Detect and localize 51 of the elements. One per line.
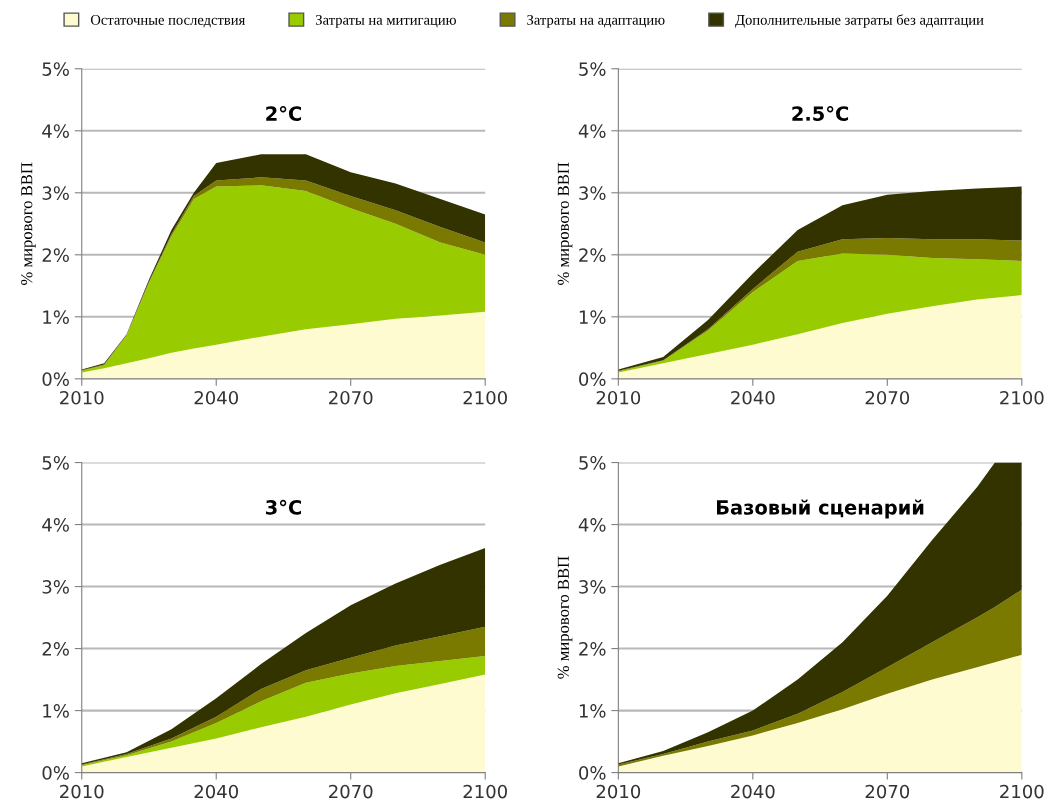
x-tick-label: 2100 <box>1000 390 1044 405</box>
x-tick-label: 2010 <box>60 784 104 799</box>
y-tick-label: 3% <box>42 186 69 200</box>
x-tick-label: 2100 <box>463 390 507 405</box>
text: Базовый сценарий <box>716 499 924 519</box>
legend-label: Затраты на митигацию <box>315 14 456 28</box>
x-tick-label: 2070 <box>329 784 373 799</box>
y-axis-title: % мирового ВВП <box>21 162 36 285</box>
y-tick-label: 0% <box>579 766 606 780</box>
x-tick-label: 2040 <box>731 390 775 405</box>
x-tick-label: 2010 <box>596 390 641 405</box>
x-tick-label: 2040 <box>731 784 775 799</box>
y-tick-label: 0% <box>42 372 69 386</box>
x-tick-label: 2010 <box>596 784 641 799</box>
x-tick-label: 2040 <box>194 784 239 799</box>
legend-label: Остаточные последствия <box>90 14 245 28</box>
legend-label: Дополнительные затраты без адаптации <box>735 14 984 28</box>
y-tick-label: 0% <box>42 766 69 780</box>
y-axis-title: % мирового ВВП <box>557 556 573 679</box>
x-tick-label: 2100 <box>463 784 507 799</box>
x-tick-label: 2070 <box>865 784 910 799</box>
y-tick-label: 4% <box>578 124 606 138</box>
x-tick-label: 2070 <box>329 390 373 405</box>
y-tick-label: 1% <box>43 310 69 324</box>
text: 2.5°C <box>792 106 849 121</box>
text: 3°C <box>266 499 301 515</box>
y-tick-label: 2% <box>579 248 606 262</box>
y-tick-label: 5% <box>579 456 606 470</box>
y-tick-label: 5% <box>42 456 69 470</box>
y-tick-label: 1% <box>43 704 69 718</box>
text: 2°C <box>266 106 301 121</box>
y-tick-label: 5% <box>579 62 606 76</box>
y-tick-label: 4% <box>578 518 606 532</box>
y-tick-label: 1% <box>579 704 606 718</box>
y-tick-label: 0% <box>579 372 606 386</box>
y-tick-label: 3% <box>42 580 69 594</box>
x-tick-label: 2010 <box>60 390 104 405</box>
y-tick-label: 4% <box>42 124 69 138</box>
y-tick-label: 1% <box>579 310 606 324</box>
legend-label: Затраты на адаптацию <box>527 14 665 28</box>
x-tick-label: 2100 <box>1000 784 1044 799</box>
x-tick-label: 2040 <box>194 390 239 405</box>
y-tick-label: 3% <box>579 580 606 594</box>
y-tick-label: 3% <box>579 186 606 200</box>
x-tick-label: 2070 <box>865 390 910 405</box>
y-tick-label: 2% <box>42 248 69 262</box>
y-axis-title: % мирового ВВП <box>557 162 573 285</box>
y-tick-label: 5% <box>42 62 69 76</box>
y-tick-label: 2% <box>579 642 606 656</box>
y-tick-label: 2% <box>42 642 69 656</box>
y-tick-label: 4% <box>42 518 69 532</box>
